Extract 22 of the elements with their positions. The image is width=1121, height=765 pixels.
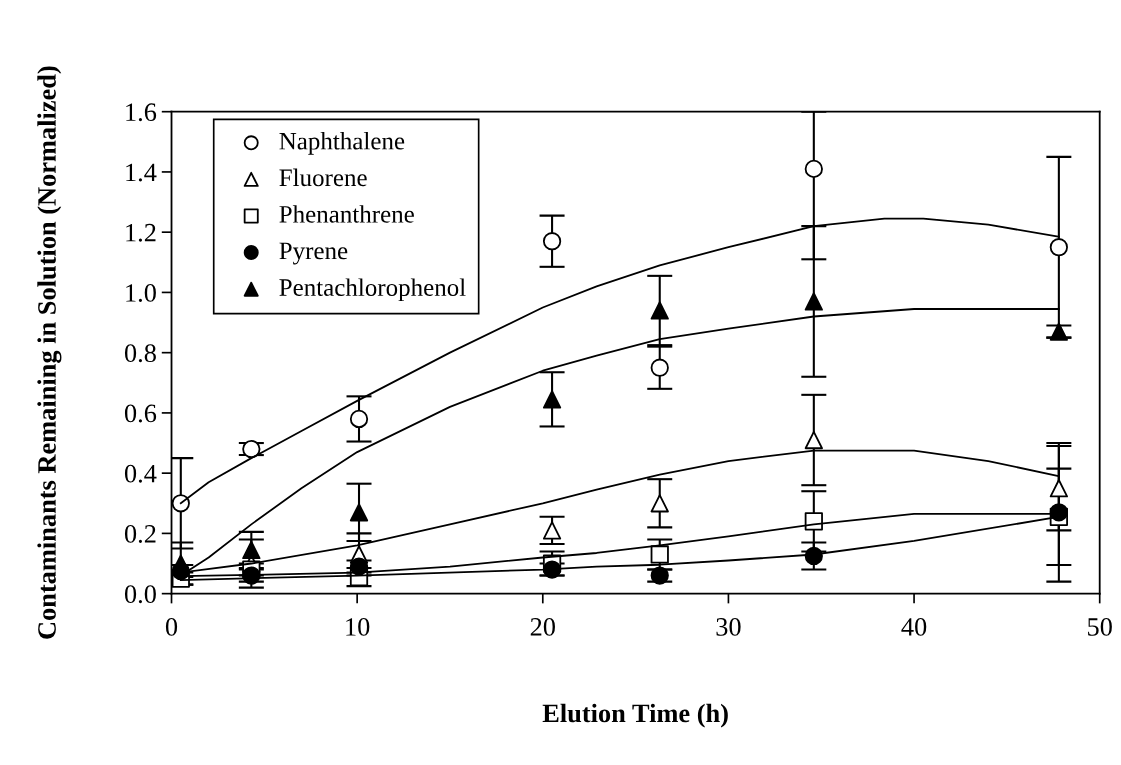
y-tick-label: 0.6 bbox=[124, 404, 157, 423]
x-tick-label: 0 bbox=[165, 618, 178, 636]
legend-label: Phenanthrene bbox=[279, 205, 414, 223]
y-tick-label: 1.4 bbox=[126, 163, 157, 182]
y-tick-label: 0.2 bbox=[124, 525, 156, 543]
legend-label: Fluorene bbox=[279, 168, 367, 187]
x-tick-label: 30 bbox=[716, 618, 741, 636]
x-tick-label: 40 bbox=[901, 618, 927, 636]
y-tick-label: 1.6 bbox=[126, 103, 157, 122]
x-axis-title: Elution Time (h) bbox=[542, 703, 728, 728]
legend-label: Naphthalene bbox=[279, 132, 405, 155]
x-tick-label: 50 bbox=[1088, 618, 1112, 636]
legend-label: Pyrene bbox=[279, 242, 348, 265]
y-tick-label: 1.2 bbox=[126, 223, 156, 242]
x-tick-label: 10 bbox=[346, 618, 370, 636]
y-tick-label: 1.0 bbox=[126, 284, 156, 302]
y-tick-label: 0.0 bbox=[124, 585, 156, 604]
x-tick-label: 20 bbox=[530, 618, 555, 636]
legend-label: Pentachlorophenol bbox=[279, 278, 466, 302]
y-tick-label: 0.8 bbox=[124, 344, 156, 363]
y-axis-title: Contaminants Remaining in Solution (Normalized) bbox=[37, 66, 62, 639]
y-tick-label: 0.4 bbox=[124, 464, 157, 483]
